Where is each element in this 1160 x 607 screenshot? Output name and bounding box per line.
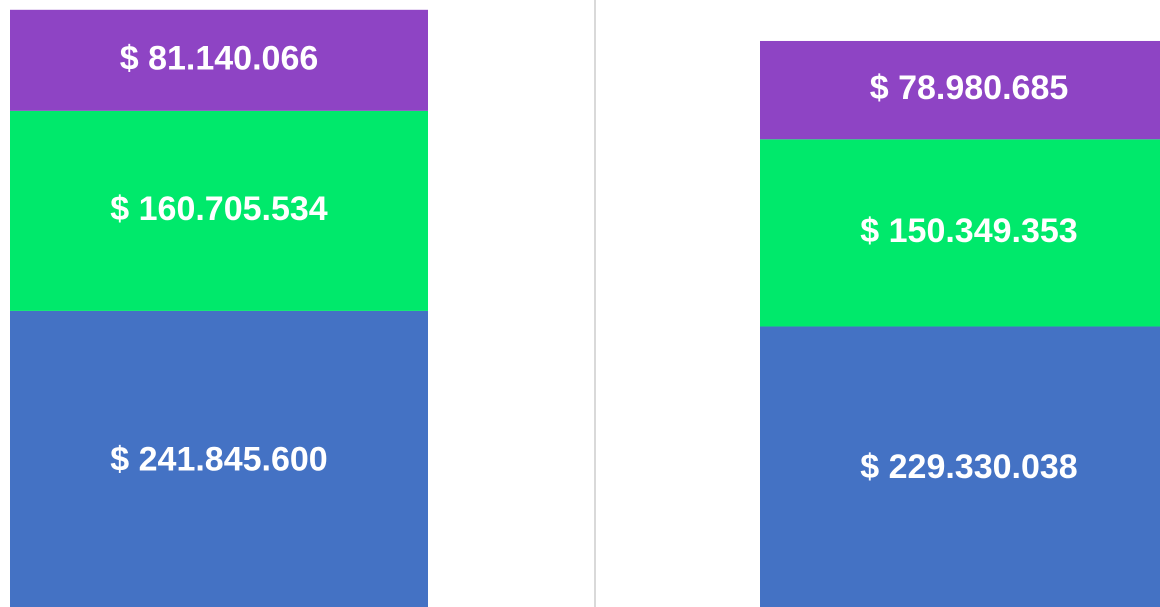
- bar-segment: [760, 40, 1160, 140]
- data-label: $ 229.330.038: [860, 448, 1077, 486]
- bar-segment: [10, 310, 428, 607]
- data-label: $ 241.845.600: [110, 440, 327, 478]
- data-label: $ 78.980.685: [870, 69, 1069, 107]
- data-label: $ 81.140.066: [120, 39, 319, 77]
- bar-segment: [760, 326, 1160, 607]
- bar-segment: [10, 110, 428, 311]
- bar-segment: [760, 139, 1160, 327]
- data-label: $ 160.705.534: [110, 190, 328, 228]
- bar-segment: [10, 9, 428, 111]
- data-label: $ 150.349.353: [860, 212, 1077, 250]
